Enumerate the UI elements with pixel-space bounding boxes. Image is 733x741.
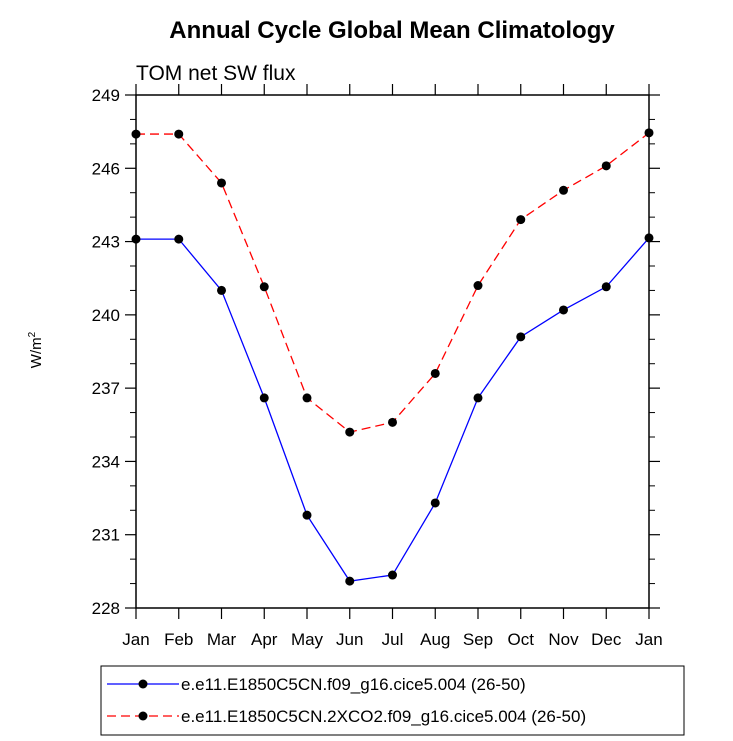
x-tick-label: May xyxy=(291,630,324,649)
x-tick-label: Oct xyxy=(508,630,535,649)
data-point xyxy=(217,178,226,188)
data-point xyxy=(644,128,654,138)
y-tick-label: 246 xyxy=(92,159,120,178)
data-point xyxy=(473,281,483,291)
series-1 xyxy=(131,233,654,586)
data-point xyxy=(174,129,184,139)
axis-ticks xyxy=(125,84,660,619)
y-tick-label: 249 xyxy=(92,86,120,105)
x-tick-label: Jun xyxy=(336,630,363,649)
y-axis-label-unit: W/m xyxy=(28,337,45,368)
data-point xyxy=(430,498,440,508)
y-tick-label: 228 xyxy=(92,599,120,618)
data-point xyxy=(516,215,526,225)
data-point xyxy=(473,393,483,403)
y-tick-label: 234 xyxy=(92,452,120,471)
y-axis-tick-labels: 228 231 234 237 240 243 246 249 xyxy=(92,86,120,618)
y-axis-label-exponent: 2 xyxy=(27,331,38,337)
x-tick-label: Apr xyxy=(251,630,278,649)
data-point xyxy=(131,129,141,139)
chart-title: Annual Cycle Global Mean Climatology xyxy=(169,17,615,44)
y-tick-label: 231 xyxy=(92,526,120,545)
legend-label: e.e11.E1850C5CN.f09_g16.cice5.004 (26-50… xyxy=(181,675,526,694)
y-tick-label: 243 xyxy=(92,233,120,252)
x-axis-tick-labels: Jan Feb Mar Apr May Jun Jul Aug Sep Oct Nov Dec Jan xyxy=(122,630,662,649)
chart-subtitle: TOM net SW flux xyxy=(136,62,296,85)
data-point xyxy=(388,417,397,427)
x-tick-label: Feb xyxy=(164,630,193,649)
data-point xyxy=(601,161,611,171)
x-tick-label: Dec xyxy=(591,630,622,649)
data-point xyxy=(302,510,312,520)
legend-label: e.e11.E1850C5CN.2XCO2.f09_g16.cice5.004 … xyxy=(181,707,586,726)
x-tick-label: Mar xyxy=(207,630,237,649)
data-point xyxy=(644,233,654,243)
data-series xyxy=(131,128,654,586)
y-axis-label: W/m2 xyxy=(27,331,45,368)
data-point xyxy=(259,282,269,292)
data-point xyxy=(345,427,355,437)
data-point xyxy=(559,185,568,195)
data-point xyxy=(345,576,355,586)
plot-area xyxy=(135,94,650,609)
legend-item: e.e11.E1850C5CN.2XCO2.f09_g16.cice5.004 … xyxy=(107,707,586,726)
data-point xyxy=(217,285,226,295)
x-tick-label: Sep xyxy=(463,630,493,649)
series-2 xyxy=(131,128,654,437)
series-line xyxy=(136,132,650,433)
data-point xyxy=(516,332,526,342)
legend-box xyxy=(100,665,685,736)
data-point xyxy=(302,393,312,403)
legend: e.e11.E1850C5CN.f09_g16.cice5.004 (26-50… xyxy=(100,665,685,736)
x-tick-label: Jul xyxy=(382,630,404,649)
legend-item: e.e11.E1850C5CN.f09_g16.cice5.004 (26-50… xyxy=(107,675,526,694)
x-tick-label: Jan xyxy=(635,630,662,649)
x-tick-label: Nov xyxy=(548,630,579,649)
legend-marker xyxy=(138,679,148,689)
data-point xyxy=(131,234,141,244)
x-tick-label: Aug xyxy=(420,630,450,649)
series-line xyxy=(136,237,650,582)
data-point xyxy=(601,282,611,292)
data-point xyxy=(174,234,184,244)
data-point xyxy=(559,305,568,315)
data-point xyxy=(388,570,397,580)
y-tick-label: 240 xyxy=(92,306,120,325)
x-tick-label: Jan xyxy=(122,630,149,649)
legend-marker xyxy=(138,711,148,721)
data-point xyxy=(259,393,269,403)
y-tick-label: 237 xyxy=(92,379,120,398)
plot-frame xyxy=(135,94,650,609)
data-point xyxy=(430,368,440,378)
